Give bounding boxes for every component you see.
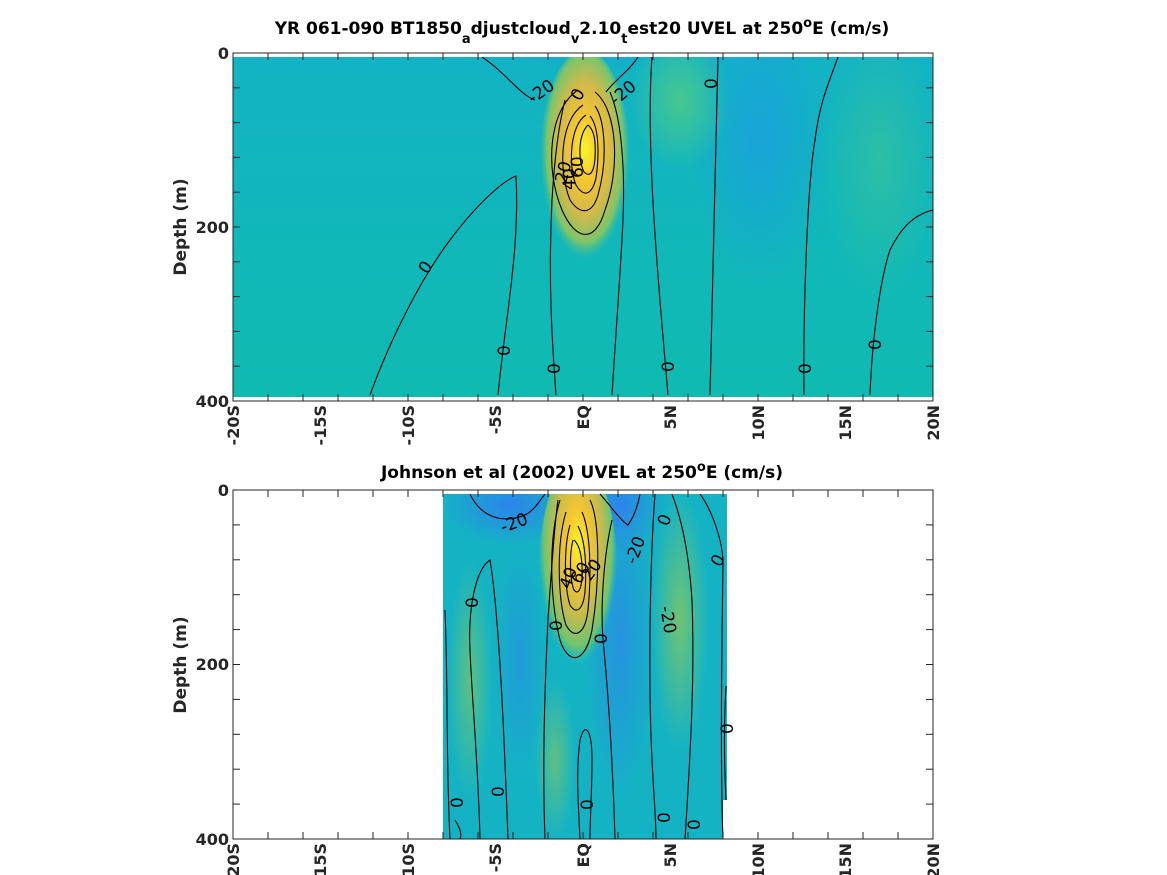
bottom-ytick-0: 0	[218, 481, 229, 500]
contour-label: 0	[592, 633, 612, 644]
top-xtick: 5N	[661, 405, 680, 430]
contour-label: 0	[796, 363, 816, 374]
bottom-title: Johnson et al (2002) UVEL at 250oE (cm/s…	[380, 460, 783, 483]
bottom-heatmap	[443, 494, 727, 839]
bottom-ytick-200: 200	[196, 655, 229, 674]
top-ylabel: Depth (m)	[171, 178, 191, 275]
top-xtick: -5S	[486, 405, 505, 434]
contour-label: 0	[547, 620, 567, 631]
bottom-xtick: 5N	[661, 843, 680, 868]
bottom-xtick: -15S	[311, 843, 330, 875]
contour-label: -20	[655, 604, 680, 635]
top-ytick-0: 0	[218, 44, 229, 63]
bottom-xtick: -10S	[399, 843, 418, 875]
bottom-xtick: 15N	[836, 843, 855, 875]
contour-label: 0	[463, 597, 483, 608]
top-xtick: -15S	[311, 405, 330, 445]
top-title: YR 061-090 BT1850adjustcloudv2.10test20 …	[274, 16, 890, 47]
contour-label: 0	[702, 78, 722, 89]
bottom-ytick-400: 400	[196, 830, 229, 849]
contour-label: 0	[545, 363, 565, 374]
contour-label: 0	[578, 799, 598, 810]
top-panel: YR 061-090 BT1850adjustcloudv2.10test20 …	[171, 16, 943, 445]
top-xtick: EQ	[574, 405, 593, 430]
top-ytick-200: 200	[196, 218, 229, 237]
top-xtick: 20N	[924, 405, 943, 441]
top-xtick: -10S	[399, 405, 418, 445]
top-xtick: 10N	[749, 405, 768, 441]
top-xtick: 15N	[836, 405, 855, 441]
bottom-xtick: -20S	[224, 843, 243, 875]
top-contours	[369, 57, 933, 396]
contour-label: 0	[685, 819, 705, 830]
contour-label: 0	[655, 812, 675, 823]
contour-label: 0	[448, 797, 468, 808]
contour-label: 0	[718, 723, 738, 734]
contour-label: 0	[659, 361, 679, 372]
bottom-contours	[444, 494, 727, 839]
contour-label: 0	[866, 339, 886, 350]
top-xtick: -20S	[224, 405, 243, 445]
top-xticklabels: -20S -15S -10S -5S EQ 5N 10N 15N 20N	[224, 405, 943, 445]
bottom-ticks	[232, 489, 934, 840]
bottom-xtick: -5S	[486, 843, 505, 872]
bottom-xtick: 10N	[749, 843, 768, 875]
contour-label: 0	[495, 345, 515, 356]
top-ytick-400: 400	[196, 392, 229, 411]
bottom-ylabel: Depth (m)	[171, 616, 191, 713]
contour-label: 40	[560, 168, 580, 190]
contour-label: 60	[568, 156, 588, 178]
bottom-xticklabels: -20S -15S -10S -5S EQ 5N 10N 15N 20N	[224, 843, 943, 875]
bottom-xtick: 20N	[924, 843, 943, 875]
contour-label: 0	[489, 786, 509, 797]
bottom-xtick: EQ	[574, 843, 593, 868]
top-heatmap	[233, 57, 933, 397]
bottom-panel: Johnson et al (2002) UVEL at 250oE (cm/s…	[171, 460, 943, 875]
top-ticks	[232, 52, 934, 402]
